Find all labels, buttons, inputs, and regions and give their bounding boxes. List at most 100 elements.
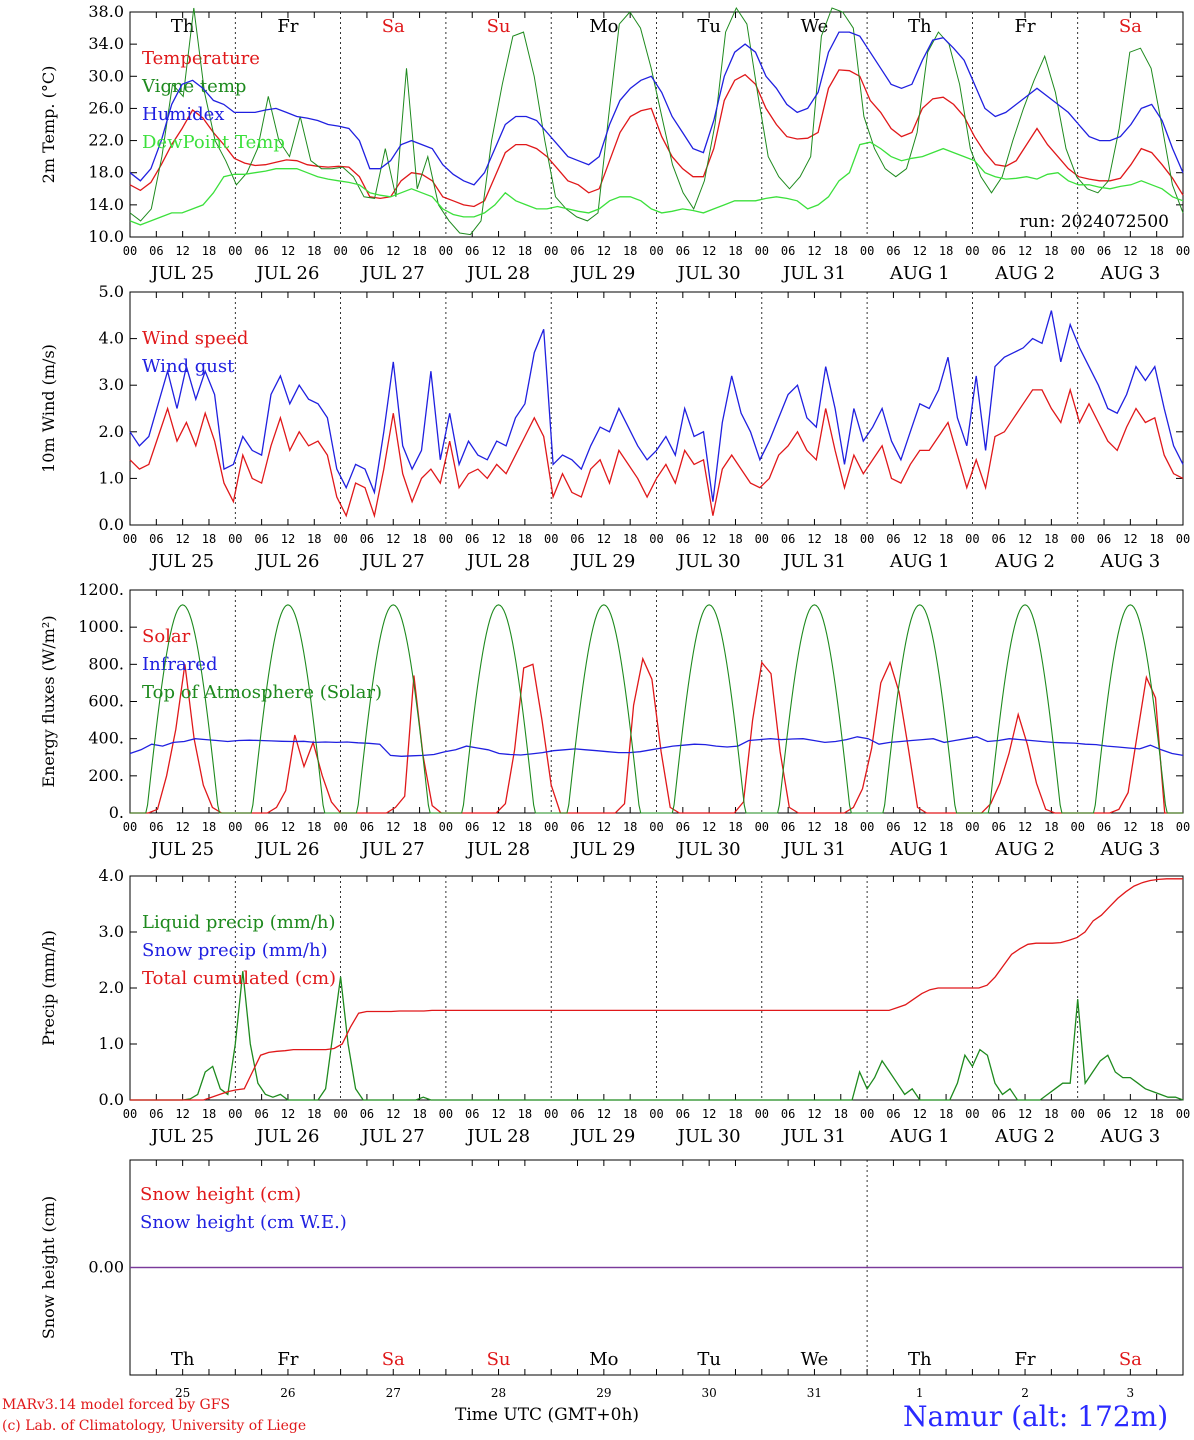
hour-tick-label: 00 xyxy=(439,820,453,834)
hour-tick-label: 12 xyxy=(913,532,927,546)
y-tick-label: 0.00 xyxy=(88,1258,124,1277)
y-tick-label: 2.0 xyxy=(99,422,124,441)
hour-tick-label: 06 xyxy=(254,1107,268,1121)
y-tick-label: 34.0 xyxy=(88,34,124,53)
hour-tick-label: 06 xyxy=(991,244,1005,258)
day-number-label: 29 xyxy=(596,1386,611,1400)
legend-entry: Liquid precip (mm/h) xyxy=(142,912,336,933)
date-label: JUL 26 xyxy=(254,1126,319,1147)
hour-tick-label: 06 xyxy=(149,820,163,834)
hour-tick-label: 00 xyxy=(860,1107,874,1121)
hour-tick-label: 00 xyxy=(965,532,979,546)
hour-tick-label: 12 xyxy=(1123,820,1137,834)
date-label: JUL 29 xyxy=(570,1126,635,1147)
y-tick-label: 1200. xyxy=(78,580,124,599)
day-number-label: 3 xyxy=(1127,1386,1135,1400)
hour-tick-label: 12 xyxy=(386,532,400,546)
hour-tick-label: 06 xyxy=(465,532,479,546)
hour-tick-label: 06 xyxy=(570,244,584,258)
credit-line-1: MARv3.14 model forced by GFS xyxy=(2,1397,231,1413)
weekday-label: We xyxy=(801,1349,829,1370)
hour-tick-label: 00 xyxy=(544,532,558,546)
hour-tick-label: 00 xyxy=(649,244,663,258)
hour-tick-label: 18 xyxy=(1149,820,1163,834)
hour-tick-label: 18 xyxy=(939,244,953,258)
hour-tick-label: 18 xyxy=(307,1107,321,1121)
y-tick-label: 3.0 xyxy=(99,922,124,941)
day-number-label: 25 xyxy=(175,1386,190,1400)
hour-tick-label: 18 xyxy=(1044,820,1058,834)
hour-tick-label: 00 xyxy=(860,532,874,546)
hour-tick-label: 12 xyxy=(1018,1107,1032,1121)
hour-tick-label: 00 xyxy=(123,820,137,834)
hour-tick-label: 12 xyxy=(597,532,611,546)
hour-tick-label: 00 xyxy=(1070,244,1084,258)
date-label: AUG 1 xyxy=(889,839,950,860)
hour-tick-label: 00 xyxy=(860,244,874,258)
hour-tick-label: 12 xyxy=(491,244,505,258)
hour-tick-label: 12 xyxy=(913,820,927,834)
hour-tick-label: 06 xyxy=(254,244,268,258)
hour-tick-label: 00 xyxy=(228,1107,242,1121)
date-label: JUL 28 xyxy=(465,551,530,572)
hour-tick-label: 00 xyxy=(228,532,242,546)
hour-tick-label: 06 xyxy=(781,1107,795,1121)
day-number-label: 30 xyxy=(702,1386,717,1400)
hour-tick-label: 18 xyxy=(412,532,426,546)
date-label: JUL 31 xyxy=(781,263,846,284)
hour-tick-label: 06 xyxy=(1097,244,1111,258)
hour-tick-label: 18 xyxy=(412,820,426,834)
date-label: JUL 30 xyxy=(676,551,741,572)
hour-tick-label: 12 xyxy=(807,244,821,258)
legend-entry: Top of Atmosphere (Solar) xyxy=(142,682,382,703)
hour-tick-label: 12 xyxy=(386,820,400,834)
hour-tick-label: 06 xyxy=(781,532,795,546)
series-line xyxy=(129,69,1184,208)
date-label: AUG 3 xyxy=(1099,1126,1160,1147)
hour-tick-label: 00 xyxy=(755,244,769,258)
y-tick-label: 400. xyxy=(88,729,124,748)
hour-tick-label: 06 xyxy=(360,244,374,258)
hour-tick-label: 00 xyxy=(649,532,663,546)
date-label: JUL 30 xyxy=(676,263,741,284)
hour-tick-label: 06 xyxy=(465,1107,479,1121)
hour-tick-label: 18 xyxy=(834,244,848,258)
hour-tick-label: 12 xyxy=(597,1107,611,1121)
hour-tick-label: 18 xyxy=(623,244,637,258)
hour-tick-label: 18 xyxy=(412,1107,426,1121)
hour-tick-label: 18 xyxy=(939,532,953,546)
hour-tick-label: 12 xyxy=(1123,244,1137,258)
hour-tick-label: 06 xyxy=(991,532,1005,546)
hour-tick-label: 06 xyxy=(570,532,584,546)
hour-tick-label: 06 xyxy=(360,1107,374,1121)
hour-tick-label: 00 xyxy=(1070,1107,1084,1121)
hour-tick-label: 06 xyxy=(886,244,900,258)
series-line xyxy=(130,878,1183,1101)
hour-tick-label: 12 xyxy=(1018,820,1032,834)
hour-tick-label: 18 xyxy=(307,532,321,546)
hour-tick-label: 12 xyxy=(175,820,189,834)
series-line xyxy=(129,310,1184,502)
date-label: JUL 27 xyxy=(360,551,425,572)
y-tick-label: 38.0 xyxy=(88,2,124,21)
y-axis-label: 2m Temp. (°C) xyxy=(39,66,58,184)
hour-tick-label: 00 xyxy=(1176,532,1190,546)
y-tick-label: 0.0 xyxy=(99,515,124,534)
day-number-label: 2 xyxy=(1021,1386,1029,1400)
hour-tick-label: 12 xyxy=(281,820,295,834)
date-label: JUL 28 xyxy=(465,1126,530,1147)
hour-tick-label: 06 xyxy=(886,1107,900,1121)
hour-tick-label: 00 xyxy=(544,244,558,258)
hour-tick-label: 06 xyxy=(465,244,479,258)
hour-tick-label: 00 xyxy=(1070,820,1084,834)
hour-tick-label: 12 xyxy=(807,1107,821,1121)
y-tick-label: 10.0 xyxy=(88,227,124,246)
date-label: AUG 1 xyxy=(889,1126,950,1147)
hour-tick-label: 12 xyxy=(1018,532,1032,546)
legend-entry: Wind gust xyxy=(142,356,235,377)
hour-tick-label: 00 xyxy=(228,244,242,258)
hour-tick-label: 06 xyxy=(149,532,163,546)
date-label: JUL 29 xyxy=(570,551,635,572)
hour-tick-label: 18 xyxy=(202,820,216,834)
y-tick-label: 3.0 xyxy=(99,375,124,394)
